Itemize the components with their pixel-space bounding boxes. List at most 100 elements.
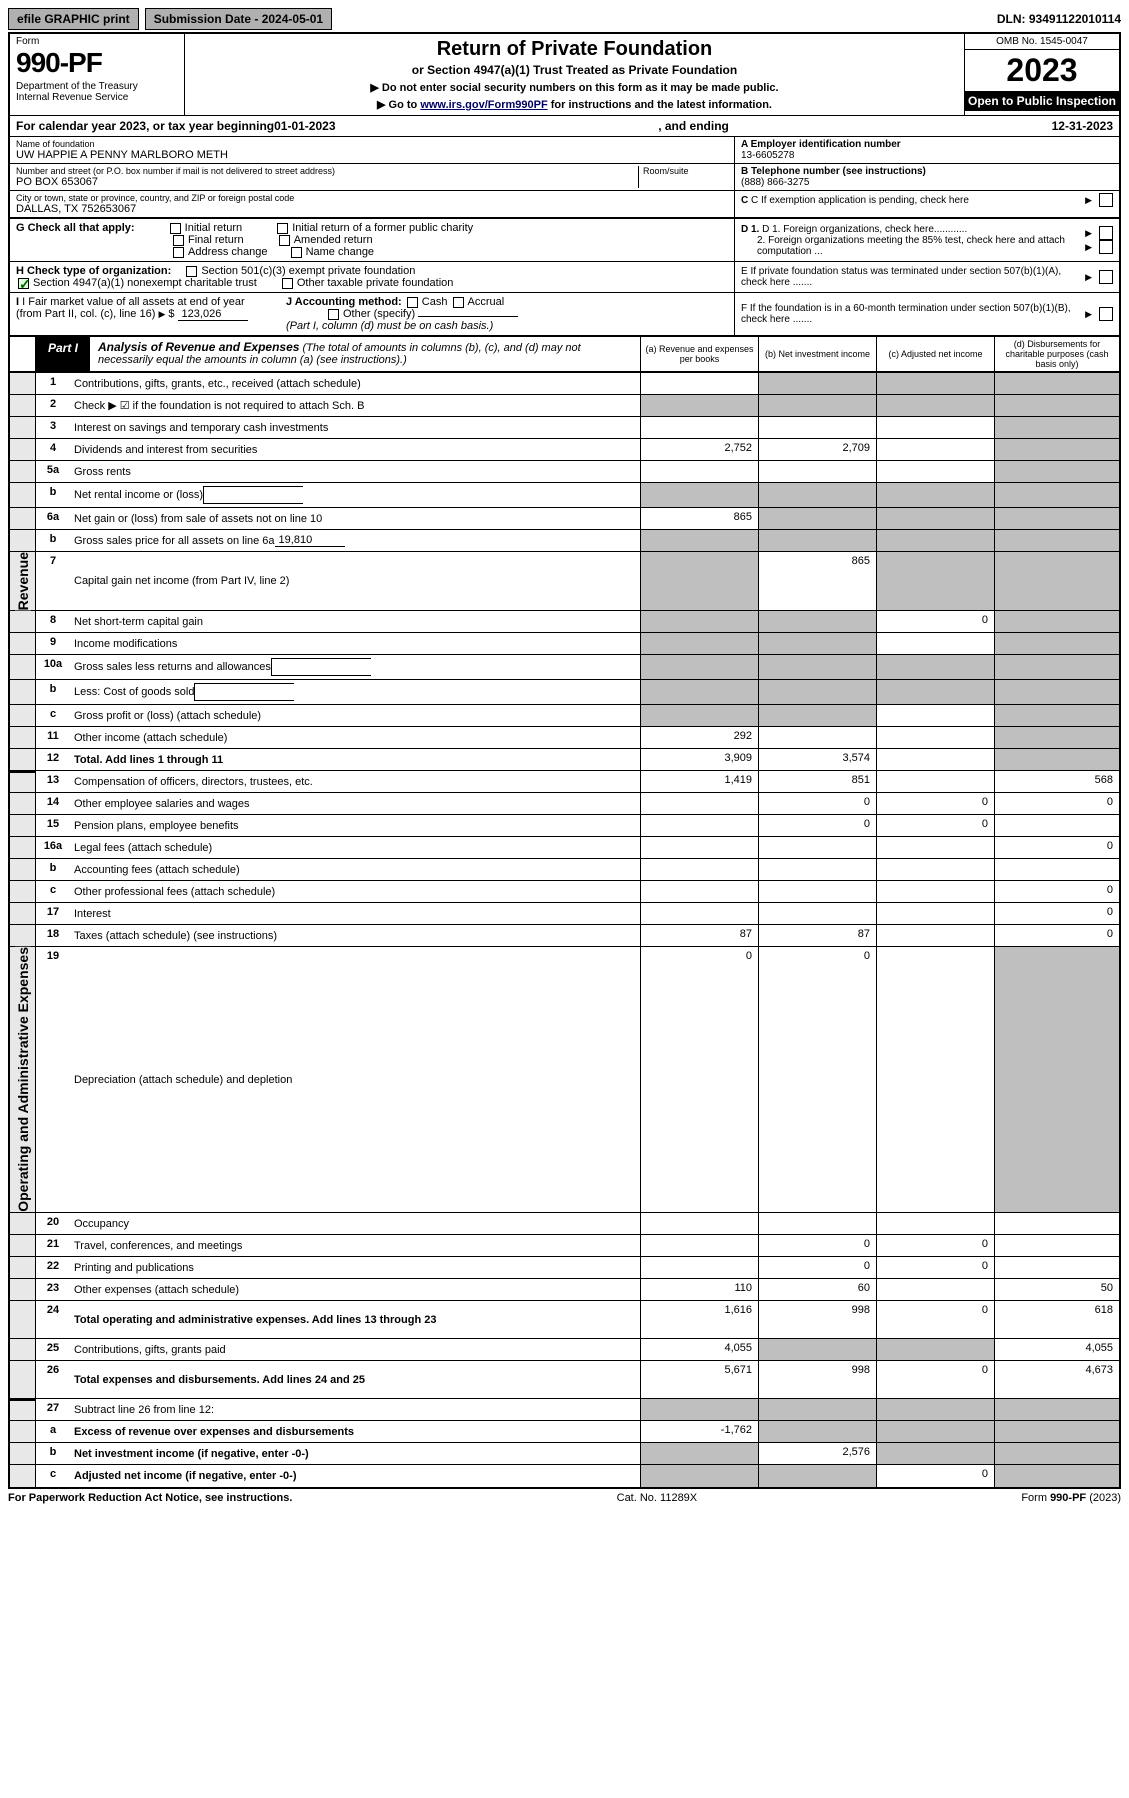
cell <box>758 680 876 704</box>
g-chk-2[interactable] <box>173 235 184 246</box>
side-text: Operating and Administrative Expenses <box>15 947 31 1212</box>
cell <box>640 417 758 438</box>
line-num: c <box>36 881 70 902</box>
cell <box>640 705 758 726</box>
cell <box>876 530 994 551</box>
line-num: b <box>36 859 70 880</box>
g-row: G Check all that apply: Initial return I… <box>8 219 1121 262</box>
cell: 110 <box>640 1279 758 1300</box>
e-cell: E If private foundation status was termi… <box>734 262 1119 292</box>
h-opt-3: Other taxable private foundation <box>297 277 454 289</box>
line-num: 27 <box>36 1399 70 1420</box>
g-chk-3[interactable] <box>279 235 290 246</box>
f-lbl: F If the foundation is in a 60-month ter… <box>741 303 1085 325</box>
side-cell <box>10 1213 36 1234</box>
j-other-chk[interactable] <box>328 309 339 320</box>
line-desc: Adjusted net income (if negative, enter … <box>70 1465 640 1487</box>
g-opt-5: Name change <box>306 246 375 258</box>
cell: 0 <box>758 1235 876 1256</box>
h-chk-3[interactable] <box>282 278 293 289</box>
line-desc: Taxes (attach schedule) (see instruction… <box>70 925 640 946</box>
line-num: 1 <box>36 373 70 394</box>
cell <box>758 633 876 654</box>
g-chk-5[interactable] <box>291 247 302 258</box>
line-desc: Interest on savings and temporary cash i… <box>70 417 640 438</box>
cell <box>640 1465 758 1487</box>
line-desc: Compensation of officers, directors, tru… <box>70 771 640 792</box>
cell <box>994 749 1119 770</box>
g-chk-1[interactable] <box>277 223 288 234</box>
cell: 0 <box>994 881 1119 902</box>
line-desc: Total. Add lines 1 through 11 <box>70 749 640 770</box>
cell <box>758 1421 876 1442</box>
instr-link[interactable]: www.irs.gov/Form990PF <box>420 99 547 111</box>
j-cash: Cash <box>422 296 448 308</box>
cell: 998 <box>758 1301 876 1338</box>
g-chk-4[interactable] <box>173 247 184 258</box>
f-checkbox[interactable] <box>1099 307 1113 321</box>
table-row: a Excess of revenue over expenses and di… <box>10 1421 1119 1443</box>
h-chk-1[interactable] <box>186 266 197 277</box>
cell: 0 <box>758 815 876 836</box>
side-cell <box>10 508 36 529</box>
line-num: 23 <box>36 1279 70 1300</box>
d1-checkbox[interactable] <box>1099 226 1113 240</box>
side-cell: Operating and Administrative Expenses <box>10 947 36 1212</box>
cell: 292 <box>640 727 758 748</box>
cell <box>640 483 758 507</box>
side-cell <box>10 837 36 858</box>
cell <box>876 947 994 1212</box>
side-cell <box>10 395 36 416</box>
header-center: Return of Private Foundation or Section … <box>185 34 964 115</box>
submission-btn[interactable]: Submission Date - 2024-05-01 <box>145 8 332 30</box>
table-row: 1 Contributions, gifts, grants, etc., re… <box>10 373 1119 395</box>
cell <box>876 1399 994 1420</box>
cell: 3,574 <box>758 749 876 770</box>
cell: 0 <box>758 1257 876 1278</box>
d2-lbl: 2. Foreign organizations meeting the 85%… <box>741 235 1085 257</box>
e-checkbox[interactable] <box>1099 270 1113 284</box>
table-row: 13 Compensation of officers, directors, … <box>10 771 1119 793</box>
cell <box>758 655 876 679</box>
line-num: 17 <box>36 903 70 924</box>
cell: 4,673 <box>994 1361 1119 1398</box>
footer-mid: Cat. No. 11289X <box>617 1492 698 1504</box>
line-desc: Gross sales price for all assets on line… <box>70 530 640 551</box>
line-num: 22 <box>36 1257 70 1278</box>
side-text: Revenue <box>15 552 31 610</box>
side-cell <box>10 530 36 551</box>
table-row: 27 Subtract line 26 from line 12: <box>10 1399 1119 1421</box>
line-num: b <box>36 483 70 507</box>
table-row: c Other professional fees (attach schedu… <box>10 881 1119 903</box>
g-chk-0[interactable] <box>170 223 181 234</box>
side-cell <box>10 1339 36 1360</box>
instr2-pre: ▶ Go to <box>377 99 420 111</box>
info-block: Name of foundation UW HAPPIE A PENNY MAR… <box>8 137 1121 219</box>
cal-pre: For calendar year 2023, or tax year begi… <box>16 119 274 133</box>
table-row: 22 Printing and publications 00 <box>10 1257 1119 1279</box>
cell: 0 <box>876 611 994 632</box>
efile-btn[interactable]: efile GRAPHIC print <box>8 8 139 30</box>
j-accrual-chk[interactable] <box>453 297 464 308</box>
cell: 0 <box>994 903 1119 924</box>
cell <box>876 395 994 416</box>
cell <box>876 461 994 482</box>
line-num: 25 <box>36 1339 70 1360</box>
j-cash-chk[interactable] <box>407 297 418 308</box>
side-cell <box>10 1443 36 1464</box>
cal-mid: , and ending <box>336 119 1052 133</box>
cell <box>876 508 994 529</box>
h-chk-2[interactable] <box>18 278 29 289</box>
d2-checkbox[interactable] <box>1099 240 1113 254</box>
line-desc: Interest <box>70 903 640 924</box>
cell <box>640 633 758 654</box>
cell <box>758 395 876 416</box>
line-desc: Capital gain net income (from Part IV, l… <box>70 552 640 610</box>
c-checkbox[interactable] <box>1099 193 1113 207</box>
arrow-icon <box>1085 309 1095 320</box>
cell: 2,576 <box>758 1443 876 1464</box>
cell <box>994 1235 1119 1256</box>
cell <box>640 461 758 482</box>
side-cell <box>10 373 36 394</box>
i-left: I I Fair market value of all assets at e… <box>10 293 734 335</box>
